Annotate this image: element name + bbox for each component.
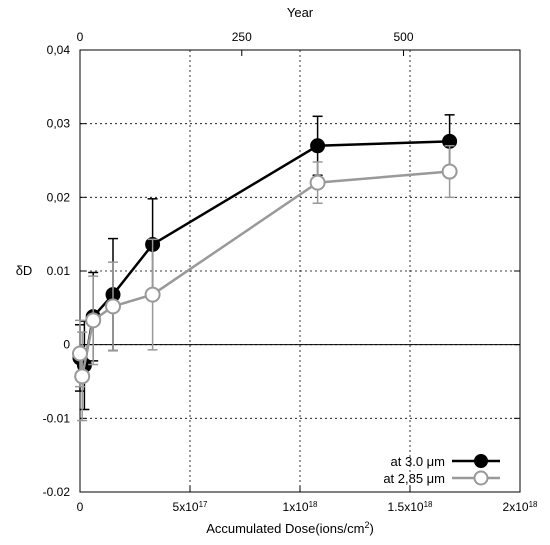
y-tick-label: 0.01 xyxy=(47,264,71,278)
data-point xyxy=(441,163,458,180)
x-tick-label-base: 5x10 xyxy=(173,500,199,514)
x-axis-label-sup: 2 xyxy=(364,520,369,530)
x-axis-label: Accumulated Dose(ions/cm2) xyxy=(206,520,374,536)
x2-tick-label: 250 xyxy=(232,30,252,44)
series-layer xyxy=(72,114,458,422)
x-tick-label: 1x1018 xyxy=(283,500,318,515)
y-tick-label: 0,03 xyxy=(47,117,71,131)
x-tick-label-base: 2x10 xyxy=(503,500,529,514)
data-point xyxy=(85,312,102,329)
data-point xyxy=(310,138,326,154)
data-point xyxy=(144,286,161,303)
series-2 xyxy=(72,145,458,422)
y-tick-label: 0,04 xyxy=(47,43,71,57)
y-tick-label: -0.02 xyxy=(43,485,71,499)
data-point xyxy=(309,174,326,191)
x2-tick-label: 0 xyxy=(77,30,84,44)
x-tick-label: 1.5x1018 xyxy=(388,500,433,515)
legend: at 3.0 μm at 2,85 μm xyxy=(383,454,500,486)
y-axis-label: δD xyxy=(16,263,33,278)
y-tick-label: 0,02 xyxy=(47,190,71,204)
x-tick-label: 0 xyxy=(77,500,84,514)
x-tick-label-exp: 17 xyxy=(199,500,208,509)
x-tick-label-exp: 18 xyxy=(529,500,538,509)
x-tick-label-exp: 18 xyxy=(424,500,433,509)
x-axis-label-text: Accumulated Dose(ions/cm xyxy=(206,521,364,536)
x-axis-label-tail: ) xyxy=(369,521,373,536)
x2-tick-label: 500 xyxy=(394,30,414,44)
x-tick-label-base: 1x10 xyxy=(283,500,309,514)
data-point xyxy=(74,368,91,385)
series-1 xyxy=(72,114,458,411)
legend-label: at 2,85 μm xyxy=(383,471,445,486)
x-tick-label-base: 0 xyxy=(77,500,84,514)
data-point xyxy=(105,298,121,315)
data-point xyxy=(72,345,88,362)
grid-lines xyxy=(80,50,520,492)
y-tick-label: -0.01 xyxy=(43,411,71,425)
x-tick-label-exp: 18 xyxy=(309,500,318,509)
x-tick-label-base: 1.5x10 xyxy=(388,500,424,514)
series-line xyxy=(78,170,450,377)
legend-marker xyxy=(473,470,489,486)
x-tick-label: 5x1017 xyxy=(173,500,208,515)
top-axis-label: Year xyxy=(287,5,314,20)
y-tick-label: 0 xyxy=(63,338,70,352)
legend-label: at 3.0 μm xyxy=(391,454,445,469)
x-tick-label: 2x1018 xyxy=(503,500,538,515)
legend-marker xyxy=(474,454,488,468)
